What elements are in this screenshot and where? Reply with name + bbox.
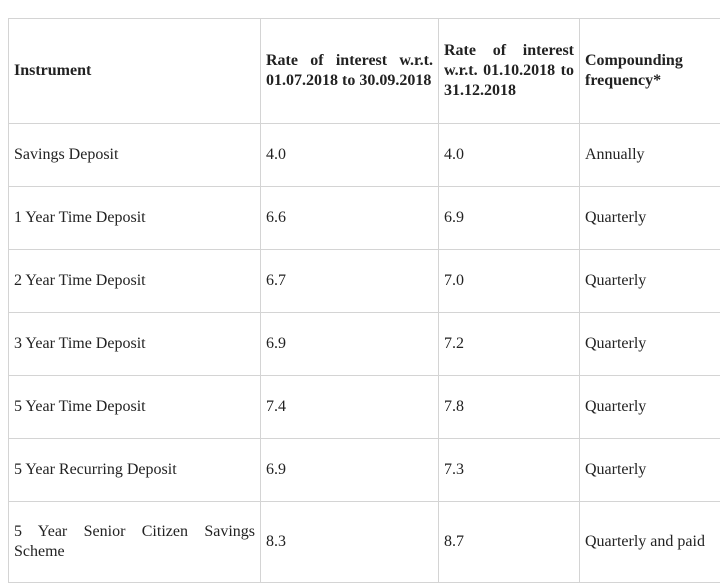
table-cell: 7.8 [439, 376, 580, 439]
table-cell: 1 Year Time Deposit [9, 187, 261, 250]
table-cell: 8.3 [261, 502, 439, 583]
table-cell: 6.9 [261, 439, 439, 502]
table-cell: 3 Year Time Deposit [9, 313, 261, 376]
header-cell: Compounding frequency* [580, 19, 720, 124]
table-cell: Savings Deposit [9, 124, 261, 187]
table-cell: 6.6 [261, 187, 439, 250]
table-cell: 5 Year Time Deposit [9, 376, 261, 439]
table-header: Instrument Rate of interest w.r.t. 01.07… [9, 19, 720, 124]
header-row: Instrument Rate of interest w.r.t. 01.07… [9, 19, 720, 124]
table-cell: 6.9 [261, 313, 439, 376]
table-cell: Quarterly [580, 439, 720, 502]
table-cell: 7.3 [439, 439, 580, 502]
table-cell: 5 Year Senior Citizen Savings Scheme [9, 502, 261, 583]
table-cell: Quarterly and paid [580, 502, 720, 583]
header-cell: Rate of interest w.r.t. 01.07.2018 to 30… [261, 19, 439, 124]
table-cell: Quarterly [580, 376, 720, 439]
rates-table: Instrument Rate of interest w.r.t. 01.07… [8, 18, 720, 583]
table-cell: 7.0 [439, 250, 580, 313]
table-cell: 4.0 [439, 124, 580, 187]
table-cell: 8.7 [439, 502, 580, 583]
table-cell: 6.9 [439, 187, 580, 250]
table-cell: Annually [580, 124, 720, 187]
table-cell: 7.2 [439, 313, 580, 376]
header-cell: Rate of interest w.r.t. 01.10.2018 to 31… [439, 19, 580, 124]
table-cell: Quarterly [580, 250, 720, 313]
header-cell: Instrument [9, 19, 261, 124]
table-cell: 6.7 [261, 250, 439, 313]
table-cell: Quarterly [580, 187, 720, 250]
table-cell: 7.4 [261, 376, 439, 439]
table-cell: 4.0 [261, 124, 439, 187]
table-cell: 2 Year Time Deposit [9, 250, 261, 313]
table-cell: Quarterly [580, 313, 720, 376]
table-cell: 5 Year Recurring Deposit [9, 439, 261, 502]
